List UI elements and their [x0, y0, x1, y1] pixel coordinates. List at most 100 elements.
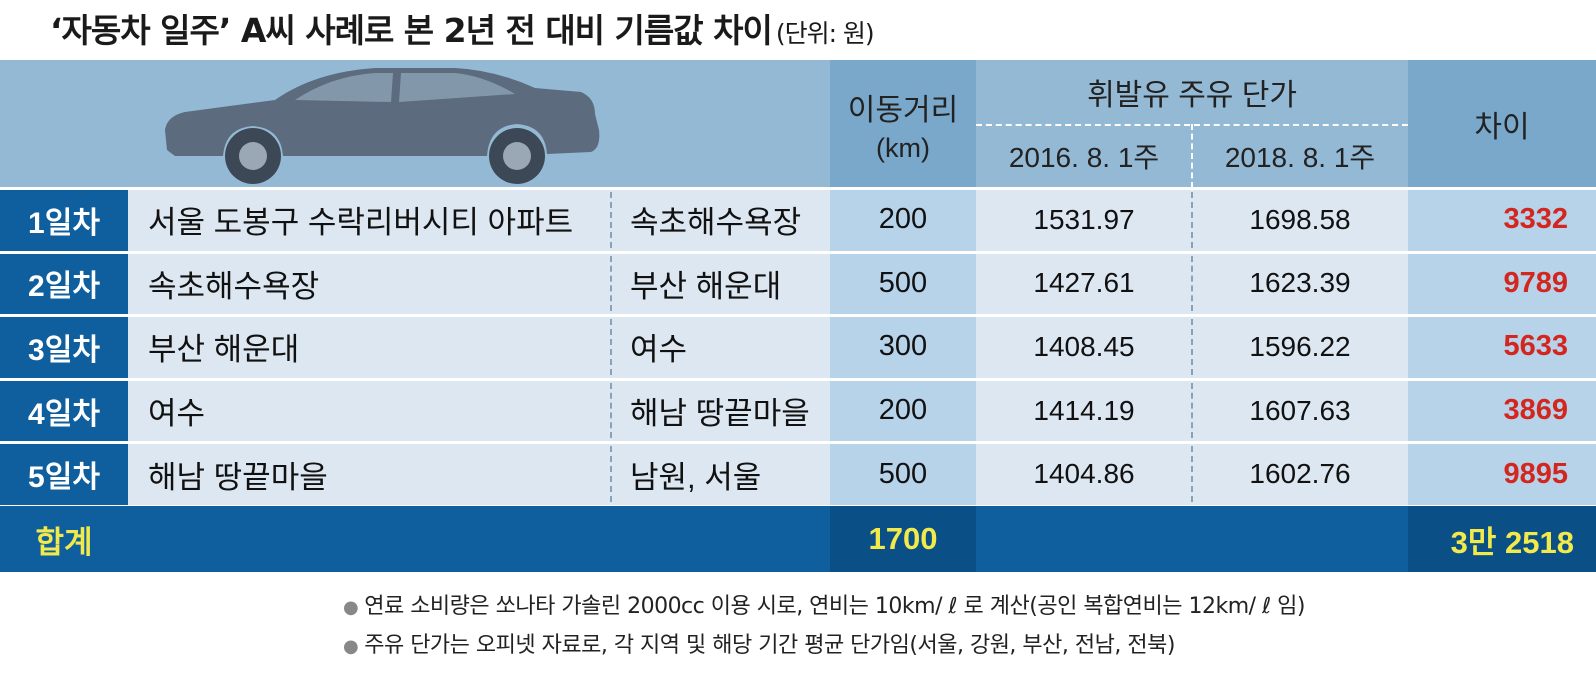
total-distance: 1700 [830, 506, 976, 572]
header-car-area [0, 60, 830, 188]
cell-p2018: 1607.63 [1192, 378, 1408, 443]
column-divider [610, 382, 612, 439]
footnote-1: ● 연료 소비량은 쏘나타 가솔린 2000cc 이용 시로, 연비는 10km/… [343, 588, 1305, 627]
cell-p2016: 1408.45 [976, 315, 1192, 379]
cell-day-text: 2일차 [28, 270, 100, 304]
cell-distance-text: 300 [878, 330, 928, 363]
cell-p2016: 1427.61 [976, 251, 1192, 316]
total-label: 합계 [0, 506, 128, 572]
header-diff: 차이 [1408, 60, 1596, 188]
cell-day: 5일차 [0, 442, 128, 506]
cell-to: 속초해수욕장 [610, 188, 830, 252]
total-label-text: 합계 [35, 524, 93, 560]
row-separator [0, 314, 1596, 318]
cell-to-text: 여수 [630, 332, 688, 368]
cell-to: 부산 해운대 [610, 251, 830, 316]
column-divider [610, 319, 612, 375]
cell-p2018: 1623.39 [1192, 251, 1408, 316]
cell-to-text: 속초해수욕장 [630, 205, 802, 241]
cell-diff: 3332 [1408, 188, 1596, 252]
total-distance-value: 1700 [868, 521, 938, 556]
cell-p2016-text: 1531.97 [1033, 203, 1135, 235]
column-divider [1191, 319, 1193, 375]
cell-day: 3일차 [0, 315, 128, 379]
column-divider [610, 255, 612, 312]
cell-p2018: 1596.22 [1192, 315, 1408, 379]
cell-from: 해남 땅끝마을 [128, 442, 610, 506]
cell-day: 2일차 [0, 251, 128, 316]
cell-diff-text: 3869 [1503, 394, 1568, 427]
cell-p2016-text: 1414.19 [1033, 394, 1135, 426]
column-divider [610, 446, 612, 502]
column-divider [1191, 255, 1193, 312]
cell-distance-text: 500 [878, 457, 928, 490]
cell-p2016: 1414.19 [976, 378, 1192, 443]
cell-day-text: 5일차 [28, 461, 100, 495]
cell-p2018-text: 1602.76 [1249, 458, 1351, 490]
footnotes: ● 연료 소비량은 쏘나타 가솔린 2000cc 이용 시로, 연비는 10km/… [343, 588, 1305, 666]
row-separator [0, 250, 1596, 254]
cell-p2018-text: 1607.63 [1249, 394, 1351, 426]
cell-distance: 300 [830, 315, 976, 379]
header-distance: 이동거리 (km) [830, 60, 976, 188]
footnote-2: ● 주유 단가는 오피넷 자료로, 각 지역 및 해당 기간 평균 단가임(서울,… [343, 627, 1305, 666]
fuel-cost-table: 이동거리 (km) 휘발유 주유 단가 2016. 8. 1주 2018. 8.… [0, 60, 1596, 572]
header-price-2016-label: 2016. 8. 1주 [1008, 142, 1160, 173]
cell-to-text: 해남 땅끝마을 [630, 396, 810, 432]
cell-from-text: 여수 [148, 396, 206, 432]
row-separator [0, 187, 1596, 190]
cell-from-text: 속초해수욕장 [148, 268, 320, 304]
cell-to-text: 부산 해운대 [630, 268, 782, 304]
row-separator [0, 441, 1596, 445]
cell-p2016-text: 1404.86 [1033, 458, 1135, 490]
cell-p2016-text: 1427.61 [1033, 267, 1135, 299]
chart-title-row: ‘자동차 일주’ A씨 사례로 본 2년 전 대비 기름값 차이 (단위: 원) [50, 4, 875, 54]
cell-day-text: 1일차 [28, 206, 100, 240]
cell-day-text: 3일차 [28, 333, 100, 367]
car-icon [165, 68, 600, 184]
header-diff-label: 차이 [1474, 111, 1530, 144]
cell-to: 남원, 서울 [610, 442, 830, 506]
cell-day-text: 4일차 [28, 397, 100, 431]
total-route-empty [128, 506, 830, 572]
footnote-2-text: 주유 단가는 오피넷 자료로, 각 지역 및 해당 기간 평균 단가임(서울, … [364, 633, 1175, 658]
cell-diff: 9789 [1408, 251, 1596, 316]
cell-from: 여수 [128, 378, 610, 443]
column-divider [610, 192, 612, 248]
cell-p2018-text: 1623.39 [1249, 267, 1351, 299]
header-distance-unit: (km) [876, 132, 930, 163]
header-price-2016: 2016. 8. 1주 [976, 124, 1192, 188]
bullet-icon: ● [343, 636, 359, 657]
cell-p2016: 1531.97 [976, 188, 1192, 252]
cell-p2016-text: 1408.45 [1033, 330, 1135, 362]
cell-p2018-text: 1596.22 [1249, 330, 1351, 362]
cell-diff: 3869 [1408, 378, 1596, 443]
cell-distance-text: 500 [878, 266, 928, 299]
cell-distance: 200 [830, 378, 976, 443]
footnote-1-text: 연료 소비량은 쏘나타 가솔린 2000cc 이용 시로, 연비는 10km/ … [364, 594, 1305, 619]
header-distance-label: 이동거리 [847, 93, 959, 127]
cell-from: 속초해수욕장 [128, 251, 610, 316]
bullet-icon: ● [343, 597, 359, 618]
header-price-2018: 2018. 8. 1주 [1192, 124, 1408, 188]
cell-distance-text: 200 [878, 394, 928, 427]
total-price-empty [976, 506, 1408, 572]
cell-p2016: 1404.86 [976, 442, 1192, 506]
column-divider [1191, 446, 1193, 502]
cell-to-text: 남원, 서울 [630, 459, 762, 495]
cell-diff: 5633 [1408, 315, 1596, 379]
header-price-group: 휘발유 주유 단가 [976, 60, 1408, 124]
unit-note: (단위: 원) [775, 19, 875, 48]
header-vline [1191, 124, 1193, 188]
cell-p2018: 1698.58 [1192, 188, 1408, 252]
cell-distance: 500 [830, 442, 976, 506]
cell-diff: 9895 [1408, 442, 1596, 506]
cell-day: 4일차 [0, 378, 128, 443]
cell-from: 부산 해운대 [128, 315, 610, 379]
cell-from-text: 서울 도봉구 수락리버시티 아파트 [148, 205, 574, 241]
cell-diff-text: 3332 [1503, 203, 1568, 236]
cell-diff-text: 9789 [1503, 266, 1568, 299]
cell-distance-text: 200 [878, 203, 928, 236]
cell-day: 1일차 [0, 188, 128, 252]
cell-diff-text: 5633 [1503, 330, 1568, 363]
